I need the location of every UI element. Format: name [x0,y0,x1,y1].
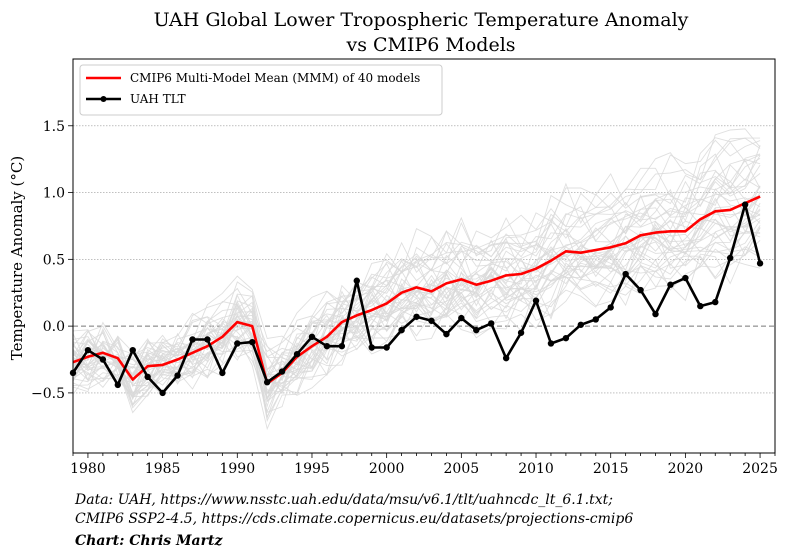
uah-point [368,344,375,351]
uah-point [443,330,450,338]
uah-point [607,304,614,311]
uah-point [741,201,749,208]
uah-point [398,326,405,334]
plot-frame [72,58,776,454]
chart-credit: Chart: Chris Martz [75,533,223,549]
uah-point [189,336,196,343]
model-line [72,207,761,393]
x-tick-label: 2005 [444,461,480,477]
x-axis: 1980 1985 1990 1995 2000 2005 2010 2015 2020 2025 [70,453,778,477]
x-tick-label: 1995 [294,461,330,477]
legend: CMIP6 Multi-Model Mean (MMM) of 40 model… [79,64,443,116]
uah-point [592,316,599,323]
model-line [72,239,761,419]
uah-point [547,340,555,347]
uah-point [159,389,166,397]
x-tick-label: 1985 [145,461,181,477]
uah-point [517,329,525,336]
x-tick-label: 2025 [742,461,778,477]
uah-point [652,310,659,318]
model-line [72,248,761,396]
uah-point [577,321,585,328]
y-axis: −0.5 0.0 0.5 1.0 1.5 [31,119,73,402]
legend-box [79,64,443,116]
uah-point [502,354,510,362]
uah-point [84,346,92,354]
uah-point [458,314,465,322]
uah-point [413,313,420,320]
x-tick-label: 2015 [593,461,629,477]
uah-point [263,379,271,386]
uah-point [308,333,316,341]
uah-point [234,340,241,347]
y-tick-label: 1.5 [43,119,65,135]
model-line [72,137,761,379]
uah-point [278,368,286,375]
legend-mmm-label: CMIP6 Multi-Model Mean (MMM) of 40 model… [130,71,420,85]
chart-title: UAH Global Lower Tropospheric Temperatur… [154,9,689,31]
uah-point [697,302,704,310]
uah-point [174,372,181,379]
model-line [72,226,761,381]
uah-point [622,270,629,278]
legend-uah-label: UAH TLT [130,92,186,106]
x-tick-label: 2000 [369,461,405,477]
uah-point [428,317,435,324]
uah-point [532,297,540,304]
y-tick-label: 0.5 [43,252,65,268]
uah-point [562,334,570,342]
uah-point [323,342,331,350]
y-tick-label: 0.0 [43,319,65,335]
uah-point [756,260,764,267]
uah-point [99,356,107,363]
model-line [72,230,761,401]
model-line [72,259,761,423]
legend-uah-marker [100,96,107,102]
model-line [72,137,761,365]
uah-point [383,344,390,351]
model-line [72,246,761,431]
source-line-2: CMIP6 SSP2-4.5, https://cds.climate.cope… [75,511,633,527]
model-line [72,141,761,368]
model-line [72,159,761,371]
y-tick-label: 1.0 [43,186,65,202]
x-tick-label: 2020 [668,461,704,477]
y-tick-label: −0.5 [31,386,65,402]
uah-point [144,373,151,381]
x-tick-label: 1980 [70,461,106,477]
uah-point [726,254,734,262]
model-line [72,195,761,384]
mmm-series-line [72,195,761,385]
uah-point [473,326,480,334]
uah-point [712,298,719,306]
uah-point [637,286,644,294]
model-line [72,128,761,378]
x-tick-label: 1990 [219,461,255,477]
uah-point [219,369,226,377]
uah-point [667,281,674,288]
uah-point [204,336,211,343]
chart-subtitle: vs CMIP6 Models [345,34,515,56]
uah-point [129,346,136,354]
uah-point [682,274,689,282]
uah-point [114,381,122,389]
uah-point [338,342,346,350]
y-axis-label: Temperature Anomaly (°C) [8,156,26,360]
uah-point [488,320,495,327]
source-line-1: Data: UAH, https://www.nsstc.uah.edu/dat… [74,492,613,508]
series-layer [69,195,764,397]
uah-point [249,338,256,346]
model-line [72,178,761,395]
uah-point [293,350,301,358]
model-line [72,191,761,400]
model-spaghetti [72,128,761,431]
x-tick-label: 2010 [518,461,554,477]
grid [73,125,775,394]
model-line [72,225,761,407]
uah-point [353,277,360,284]
